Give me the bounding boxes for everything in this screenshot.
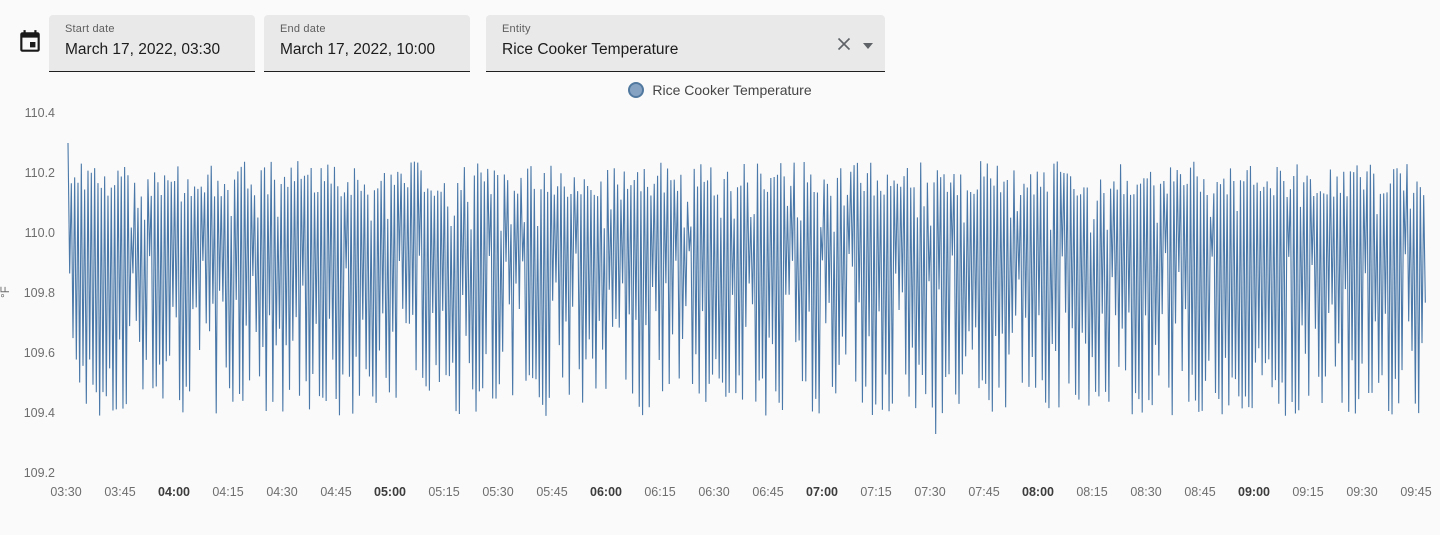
x-tick-label: 06:15 (644, 485, 676, 499)
x-tick-label: 07:30 (914, 485, 946, 499)
x-tick-label: 04:45 (320, 485, 352, 499)
legend-marker-icon (628, 82, 645, 98)
y-tick-label: 110.2 (24, 166, 55, 180)
x-tick-label: 09:45 (1400, 485, 1432, 499)
calendar-range-icon (20, 30, 40, 52)
chart-legend: Rice Cooker Temperature (0, 81, 1440, 99)
x-tick-label: 07:45 (968, 485, 1000, 499)
x-tick-label: 06:30 (698, 485, 730, 499)
x-tick-label: 05:30 (482, 485, 514, 499)
x-tick-label: 08:00 (1022, 485, 1054, 499)
start-date-label: Start date (65, 23, 115, 35)
y-tick-label: 109.6 (23, 346, 55, 360)
y-tick-label: 109.4 (23, 406, 55, 420)
end-date-label: End date (280, 23, 326, 35)
entity-label: Entity (502, 23, 531, 35)
x-tick-label: 05:45 (536, 485, 568, 499)
x-tick-label: 08:30 (1130, 485, 1162, 499)
x-tick-label: 06:00 (590, 485, 622, 499)
entity-dropdown-button[interactable] (862, 42, 874, 50)
x-tick-label: 03:30 (50, 485, 82, 499)
temperature-line-chart[interactable] (67, 113, 1428, 473)
x-tick-label: 04:00 (158, 485, 190, 499)
y-tick-label: 109.8 (23, 286, 55, 300)
temperature-series-line (67, 142, 1426, 435)
y-tick-label: 110.4 (24, 106, 55, 120)
entity-value: Rice Cooker Temperature (502, 41, 679, 58)
close-x-icon (837, 37, 851, 51)
x-tick-label: 09:30 (1346, 485, 1378, 499)
y-tick-label: 109.2 (23, 466, 55, 480)
x-tick-label: 05:15 (428, 485, 460, 499)
start-date-value: March 17, 2022, 03:30 (65, 41, 221, 58)
x-tick-label: 07:15 (860, 485, 892, 499)
y-axis-unit-label: °F (0, 286, 12, 298)
x-tick-label: 09:00 (1238, 485, 1270, 499)
end-date-value: March 17, 2022, 10:00 (280, 41, 436, 58)
x-tick-label: 04:30 (266, 485, 298, 499)
x-tick-label: 06:45 (752, 485, 784, 499)
x-tick-label: 07:00 (806, 485, 838, 499)
x-tick-label: 04:15 (212, 485, 244, 499)
x-tick-label: 08:45 (1184, 485, 1216, 499)
legend-item-rice-cooker-temperature[interactable]: Rice Cooker Temperature (628, 82, 812, 98)
chevron-down-icon (863, 43, 873, 49)
clear-entity-button[interactable] (836, 36, 852, 52)
x-tick-label: 08:15 (1076, 485, 1108, 499)
x-tick-label: 09:15 (1292, 485, 1324, 499)
end-date-field[interactable]: End date March 17, 2022, 10:00 (264, 15, 470, 72)
legend-label: Rice Cooker Temperature (652, 82, 812, 98)
toolbar: Start date March 17, 2022, 03:30 End dat… (0, 0, 1440, 80)
calendar-range-icon[interactable] (17, 29, 43, 55)
x-tick-label: 03:45 (104, 485, 136, 499)
start-date-field[interactable]: Start date March 17, 2022, 03:30 (49, 15, 255, 72)
entity-picker-field[interactable]: Entity Rice Cooker Temperature (486, 15, 885, 72)
y-tick-label: 110.0 (24, 226, 55, 240)
x-tick-label: 05:00 (374, 485, 406, 499)
